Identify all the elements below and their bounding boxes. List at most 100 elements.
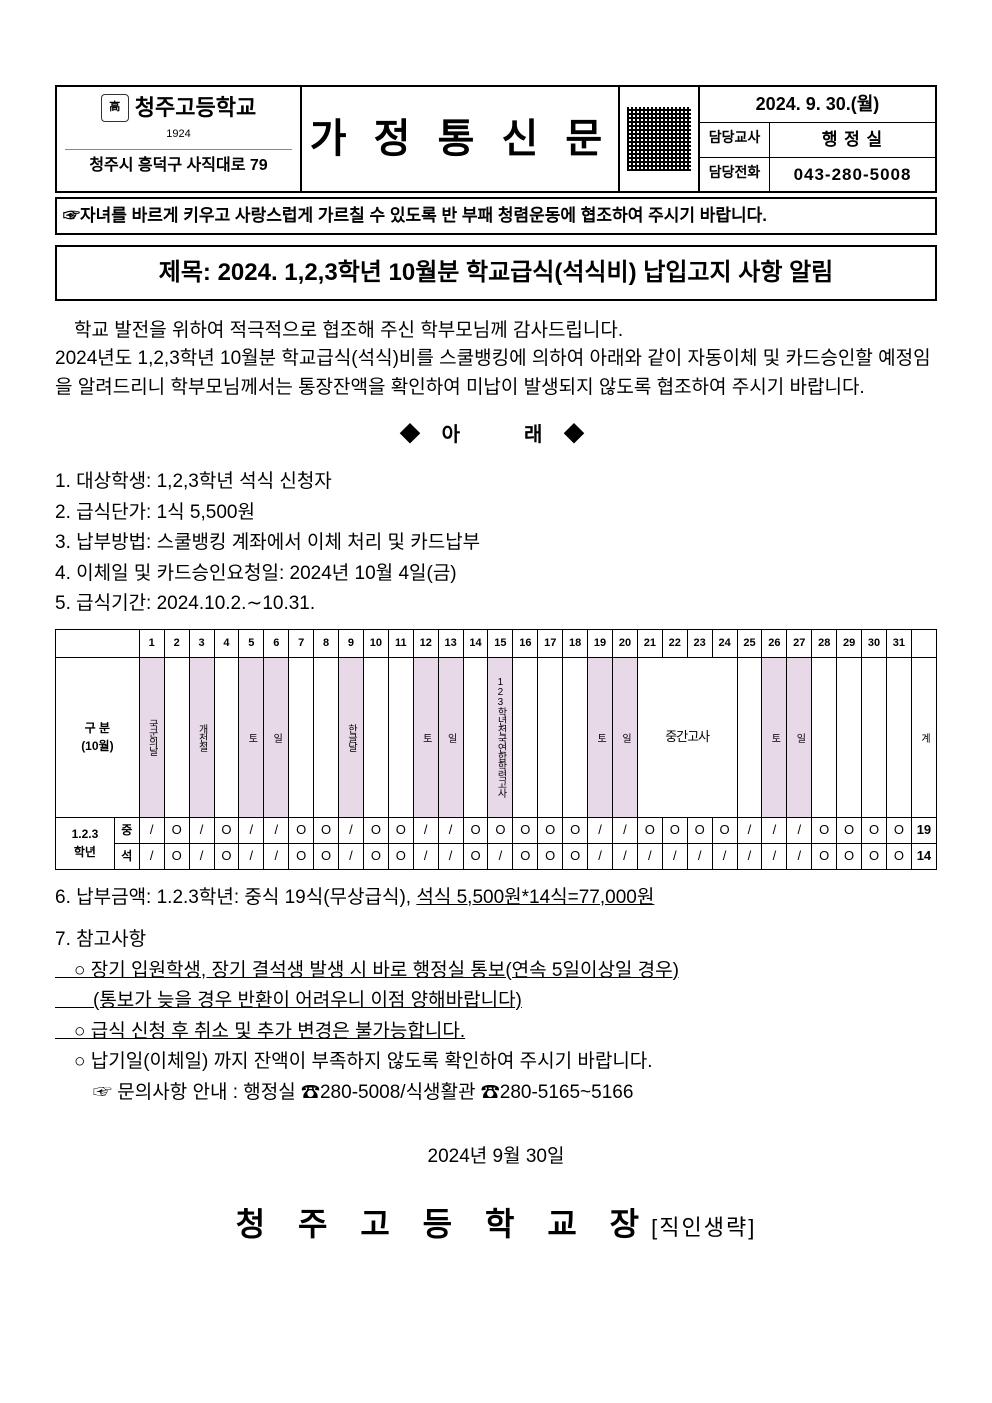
lunch-row: 1.2.3 학년 중 19: [56, 817, 937, 843]
day-header: 21: [637, 629, 662, 657]
day-header: 5: [239, 629, 264, 657]
lunch-cell: [737, 817, 762, 843]
lunch-cell: [662, 817, 687, 843]
header-meta: 2024. 9. 30.(월) 담당교사 행 정 실 담당전화 043-280-…: [700, 87, 935, 191]
day-note: [463, 657, 488, 817]
day-header: 19: [588, 629, 613, 657]
day-header: 3: [189, 629, 214, 657]
header-school: 高 청주고등학교 1924 청주시 흥덕구 사직대로 79: [57, 87, 302, 191]
day-note: 한글날: [339, 657, 364, 817]
footer-date: 2024년 9월 30일: [55, 1143, 937, 1172]
footer-signer: 청 주 고 등 학 교 장[직인생략]: [55, 1200, 937, 1248]
dinner-cell: [463, 843, 488, 869]
phone-value: 043-280-5008: [770, 158, 935, 192]
day-header: 11: [388, 629, 413, 657]
lunch-label: 중: [114, 817, 139, 843]
dinner-cell: [687, 843, 712, 869]
amount-prefix: 6. 납부금액: 1.2.3학년: 중식 19식(무상급식),: [55, 887, 416, 908]
note-b: ○ 급식 신청 후 취소 및 추가 변경은 불가능합니다.: [55, 1018, 937, 1047]
note-inquiry: ☞ 문의사항 안내 : 행정실 ☎280-5008/식생활관 ☎280-5165…: [55, 1079, 937, 1108]
day-note: [363, 657, 388, 817]
document-title: 제목: 2024. 1,2,3학년 10월분 학교급식(석식비) 납입고지 사항…: [55, 245, 937, 301]
day-note: [164, 657, 189, 817]
dinner-cell: [513, 843, 538, 869]
lunch-cell: [687, 817, 712, 843]
header-date: 2024. 9. 30.(월): [700, 87, 935, 122]
day-header: 27: [787, 629, 812, 657]
day-note: [289, 657, 314, 817]
day-header: 17: [538, 629, 563, 657]
day-header: 10: [363, 629, 388, 657]
signer-name: 청 주 고 등 학 교 장: [236, 1206, 651, 1242]
day-header: 9: [339, 629, 364, 657]
day-note: 일: [438, 657, 463, 817]
lunch-cell: [339, 817, 364, 843]
day-header: 18: [563, 629, 588, 657]
qr-code: [620, 87, 700, 191]
note-a1: ○ 장기 입원학생, 장기 결석생 발생 시 바로 행정실 통보(연속 5일이상…: [55, 957, 937, 986]
day-header: 29: [837, 629, 862, 657]
day-note: [837, 657, 862, 817]
dinner-cell: [289, 843, 314, 869]
day-header: 23: [687, 629, 712, 657]
lunch-cell: [812, 817, 837, 843]
lunch-cell: [463, 817, 488, 843]
dinner-cell: [886, 843, 911, 869]
day-note: [563, 657, 588, 817]
day-header: 20: [613, 629, 638, 657]
seal-note: [직인생략]: [651, 1215, 756, 1240]
day-note: 중간고사: [637, 657, 737, 817]
school-address: 청주시 흥덕구 사직대로 79: [65, 149, 292, 178]
day-header: 13: [438, 629, 463, 657]
lunch-cell: 19: [911, 817, 936, 843]
dinner-cell: [388, 843, 413, 869]
dinner-cell: [662, 843, 687, 869]
calendar-header-row: 1234567891011121314151617181920212223242…: [56, 629, 937, 657]
note-a2: (통보가 늦을 경우 반환이 어려우니 이점 양해바랍니다): [55, 987, 937, 1016]
day-header: 26: [762, 629, 787, 657]
day-header: 25: [737, 629, 762, 657]
lunch-cell: [488, 817, 513, 843]
phone-label: 담당전화: [700, 158, 770, 192]
lunch-cell: [289, 817, 314, 843]
lunch-cell: [862, 817, 887, 843]
day-header: 2: [164, 629, 189, 657]
dinner-cell: [339, 843, 364, 869]
section-divider: ◆ 아 래 ◆: [55, 420, 937, 450]
day-header: 30: [862, 629, 887, 657]
lunch-cell: [787, 817, 812, 843]
dinner-cell: [438, 843, 463, 869]
document-type: 가 정 통 신 문: [302, 87, 620, 191]
day-note: 계: [911, 657, 936, 817]
list-item-1: 1. 대상학생: 1,2,3학년 석식 신청자: [55, 468, 937, 497]
dinner-cell: [862, 843, 887, 869]
lunch-cell: [563, 817, 588, 843]
payment-amount: 6. 납부금액: 1.2.3학년: 중식 19식(무상급식), 석식 5,500…: [55, 884, 937, 913]
day-note: 123학년전국연합학력고사: [488, 657, 513, 817]
intro-line-1: 학교 발전을 위하여 적극적으로 협조해 주신 학부모님께 감사드립니다.: [55, 317, 937, 346]
day-note: 개천절: [189, 657, 214, 817]
dinner-cell: [214, 843, 239, 869]
intro: 학교 발전을 위하여 적극적으로 협조해 주신 학부모님께 감사드립니다. 20…: [55, 317, 937, 403]
day-note: [214, 657, 239, 817]
lunch-cell: [413, 817, 438, 843]
day-header: 31: [886, 629, 911, 657]
dinner-cell: [812, 843, 837, 869]
day-note: 일: [787, 657, 812, 817]
day-note: [388, 657, 413, 817]
notes-section: 7. 참고사항 ○ 장기 입원학생, 장기 결석생 발생 시 바로 행정실 통보…: [55, 926, 937, 1107]
day-header: 8: [314, 629, 339, 657]
dinner-row: 석 14: [56, 843, 937, 869]
lunch-cell: [712, 817, 737, 843]
dinner-cell: [164, 843, 189, 869]
lunch-cell: [513, 817, 538, 843]
lunch-cell: [388, 817, 413, 843]
lunch-cell: [164, 817, 189, 843]
list-item-2: 2. 급식단가: 1식 5,500원: [55, 499, 937, 528]
dinner-cell: [787, 843, 812, 869]
day-note: [812, 657, 837, 817]
lunch-cell: [637, 817, 662, 843]
day-note: 토: [239, 657, 264, 817]
list-item-3: 3. 납부방법: 스쿨뱅킹 계좌에서 이체 처리 및 카드납부: [55, 529, 937, 558]
day-header: [911, 629, 936, 657]
